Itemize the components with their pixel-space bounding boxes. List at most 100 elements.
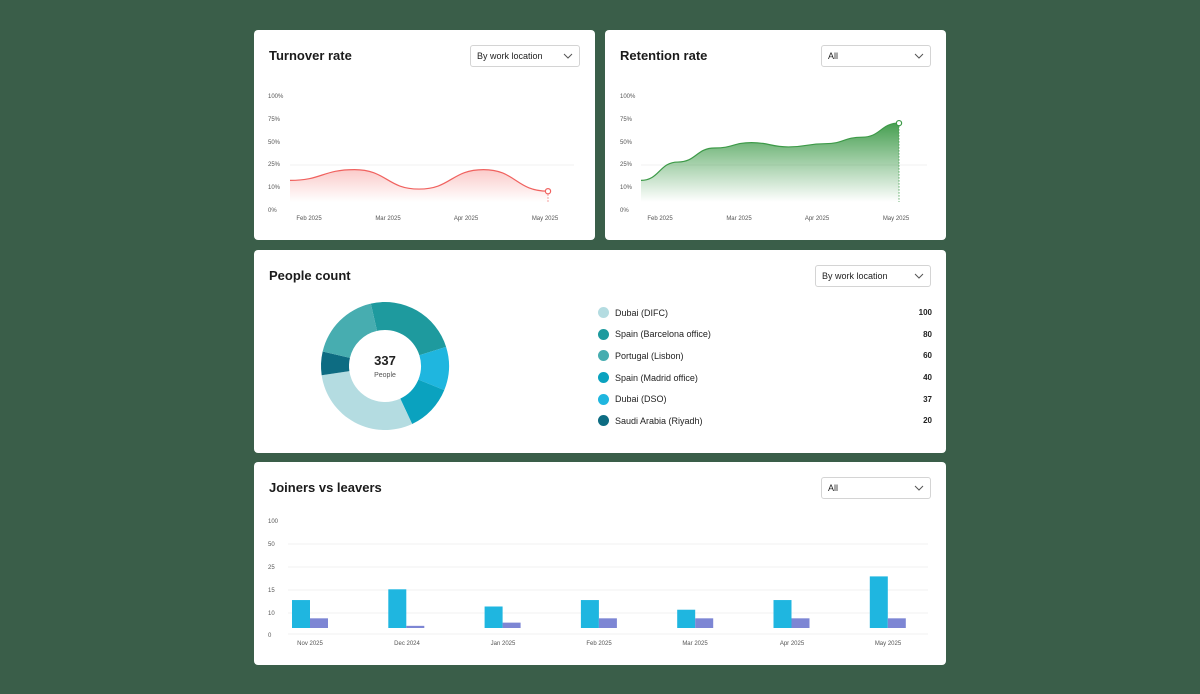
joiners-filter-dropdown[interactable]: All <box>821 477 931 499</box>
y-tick-label: 10 <box>268 611 275 617</box>
joiners-card: Joiners vs leavers All 100 50 25 15 10 0… <box>254 462 946 665</box>
people-legend: Dubai (DIFC) 100 Spain (Barcelona office… <box>598 302 932 432</box>
turnover-y-axis: 100% 75% 50% 25% 10% 0% <box>268 94 284 214</box>
y-tick-label: 10% <box>620 185 633 191</box>
legend-label: Portugal (Lisbon) <box>615 350 684 361</box>
turnover-area <box>290 169 548 202</box>
x-tick-label: May 2025 <box>532 216 559 222</box>
legend-swatch <box>598 307 609 319</box>
x-tick-label: Mar 2025 <box>726 216 752 222</box>
joiners-bar[interactable] <box>388 589 407 628</box>
y-tick-label: 100 <box>268 519 279 525</box>
retention-filter-dropdown[interactable]: All <box>821 45 931 67</box>
x-tick-label: Feb 2025 <box>296 216 322 222</box>
donut-slice[interactable] <box>322 303 378 358</box>
retention-chart: 100% 75% 50% 25% 10% 0% Feb 2025 Mar 202… <box>620 94 927 222</box>
x-tick-label: Apr 2025 <box>454 216 479 222</box>
retention-card: Retention rate All 100% 75% 50% 25% 10% … <box>605 30 946 240</box>
people-donut-chart: 337 People <box>321 302 449 430</box>
legend-item: Dubai (DSO) 37 <box>598 388 932 410</box>
legend-swatch <box>598 350 609 362</box>
turnover-card: Turnover rate By work location 100% 75% … <box>254 30 595 240</box>
legend-label: Spain (Barcelona office) <box>615 329 711 340</box>
y-tick-label: 0% <box>268 208 277 214</box>
retention-x-axis: Feb 2025 Mar 2025 Apr 2025 May 2025 <box>647 216 910 222</box>
x-tick-label: Nov 2025 <box>297 641 323 647</box>
retention-title: Retention rate <box>620 48 708 63</box>
donut-slice[interactable] <box>321 351 350 376</box>
joiners-bar[interactable] <box>773 600 792 628</box>
legend-swatch <box>598 328 609 340</box>
x-tick-label: Jan 2025 <box>491 641 516 647</box>
legend-item: Spain (Madrid office) 40 <box>598 367 932 389</box>
leavers-bar[interactable] <box>791 618 810 628</box>
people-card: People count By work location 337 People… <box>254 250 946 453</box>
joiners-bar[interactable] <box>484 606 503 629</box>
chevron-down-icon <box>563 53 573 59</box>
joiners-bar[interactable] <box>580 600 599 628</box>
retention-area <box>641 123 899 202</box>
legend-item: Dubai (DIFC) 100 <box>598 302 932 324</box>
y-tick-label: 75% <box>620 117 633 123</box>
joiners-title: Joiners vs leavers <box>269 480 382 495</box>
joiners-x-axis: Nov 2025 Dec 2024 Jan 2025 Feb 2025 Mar … <box>297 641 902 647</box>
turnover-filter-label: By work location <box>477 51 543 61</box>
leavers-bar[interactable] <box>310 618 328 628</box>
legend-label: Spain (Madrid office) <box>615 372 698 383</box>
leavers-bar[interactable] <box>887 618 906 628</box>
retention-end-marker[interactable] <box>895 119 903 127</box>
people-filter-dropdown[interactable]: By work location <box>815 265 931 287</box>
turnover-end-marker[interactable] <box>544 187 552 195</box>
leavers-bar[interactable] <box>695 618 714 628</box>
y-tick-label: 50% <box>620 140 633 146</box>
x-tick-label: Mar 2025 <box>682 641 708 647</box>
legend-item: Portugal (Lisbon) 60 <box>598 345 932 367</box>
legend-item: Saudi Arabia (Riyadh) 20 <box>598 410 932 432</box>
joiners-filter-label: All <box>828 483 839 493</box>
legend-value: 100 <box>918 308 932 318</box>
joiners-bar[interactable] <box>677 609 696 628</box>
x-tick-label: Apr 2025 <box>805 216 830 222</box>
joiners-y-axis: 100 50 25 15 10 0 <box>268 519 279 639</box>
retention-filter-label: All <box>828 51 839 61</box>
leavers-bar[interactable] <box>598 618 617 628</box>
donut-slice[interactable] <box>370 302 447 356</box>
legend-value: 20 <box>923 416 932 426</box>
chevron-down-icon <box>914 485 924 491</box>
people-title: People count <box>269 268 351 283</box>
donut-slice[interactable] <box>400 379 445 424</box>
legend-value: 37 <box>923 394 932 404</box>
donut-slice[interactable] <box>418 346 449 391</box>
y-tick-label: 10% <box>268 185 281 191</box>
legend-value: 80 <box>923 329 932 339</box>
y-tick-label: 100% <box>268 94 284 100</box>
y-tick-label: 25% <box>620 162 633 168</box>
donut-slice[interactable] <box>321 371 413 430</box>
legend-value: 60 <box>923 351 932 361</box>
legend-swatch <box>598 372 609 384</box>
joiners-bar[interactable] <box>292 600 310 628</box>
chevron-down-icon <box>914 53 924 59</box>
joiners-bar[interactable] <box>869 576 888 628</box>
people-total-label: People <box>374 372 396 379</box>
y-tick-label: 25 <box>268 565 275 571</box>
x-tick-label: Feb 2025 <box>647 216 673 222</box>
leavers-bar[interactable] <box>406 625 425 628</box>
y-tick-label: 50% <box>268 140 281 146</box>
y-tick-label: 0% <box>620 208 629 214</box>
leavers-bar[interactable] <box>502 622 521 628</box>
x-tick-label: Feb 2025 <box>586 641 612 647</box>
legend-label: Saudi Arabia (Riyadh) <box>615 415 703 426</box>
turnover-title: Turnover rate <box>269 48 352 63</box>
people-filter-label: By work location <box>822 271 888 281</box>
legend-value: 40 <box>923 373 932 383</box>
turnover-x-axis: Feb 2025 Mar 2025 Apr 2025 May 2025 <box>296 216 559 222</box>
x-tick-label: Dec 2024 <box>394 641 420 647</box>
turnover-series-line <box>289 168 549 192</box>
y-tick-label: 100% <box>620 94 636 100</box>
legend-label: Dubai (DSO) <box>615 394 667 405</box>
turnover-filter-dropdown[interactable]: By work location <box>470 45 580 67</box>
joiners-bar-chart: 100 50 25 15 10 0 Nov 2025 Dec 2024 Jan … <box>268 519 928 647</box>
y-tick-label: 50 <box>268 542 275 548</box>
y-tick-label: 15 <box>268 588 275 594</box>
